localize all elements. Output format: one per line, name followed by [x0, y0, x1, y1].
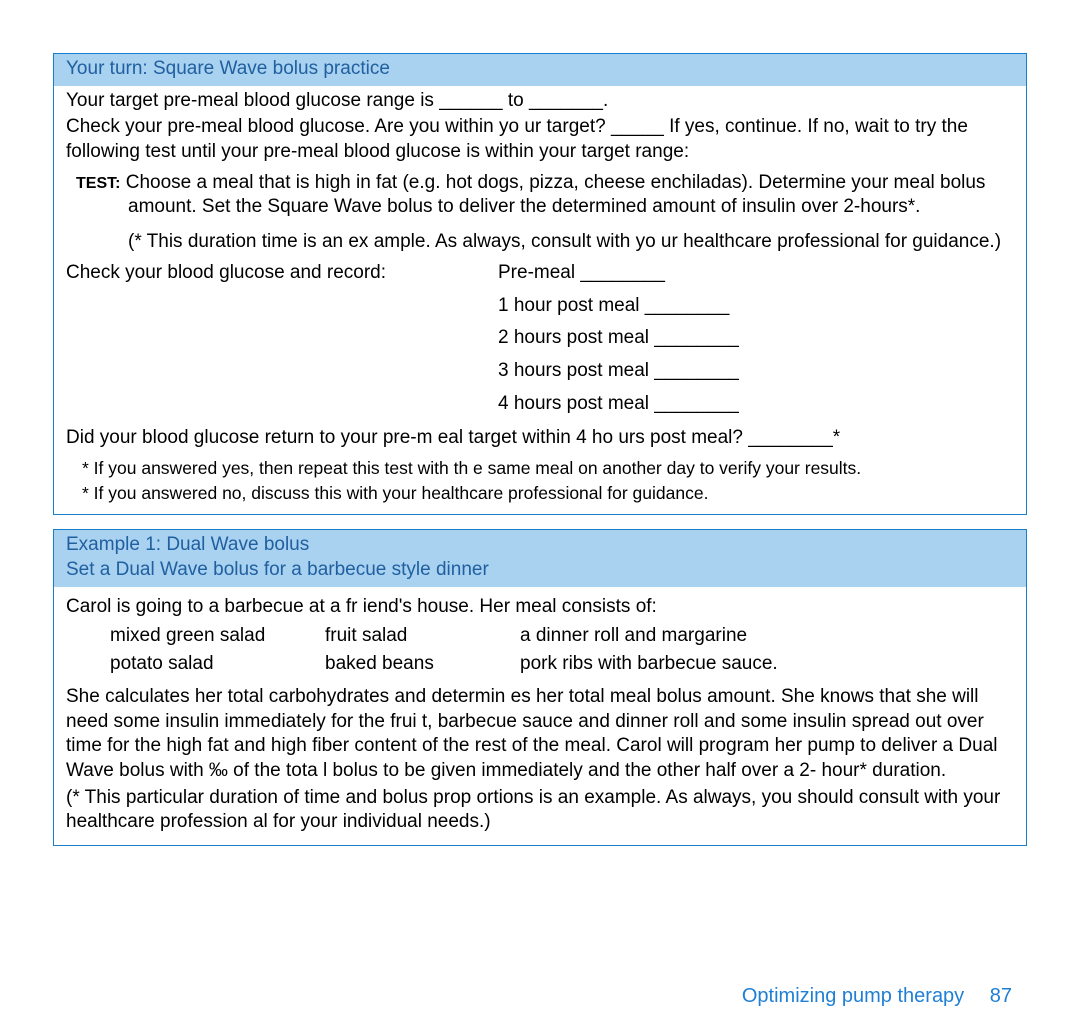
meal-row-1: mixed green salad fruit salad a dinner r…: [66, 624, 1014, 649]
three-hour-value: 3 hours post meal ________: [498, 359, 739, 384]
footnote-yes: * If you answered yes, then repeat this …: [66, 457, 1014, 480]
result-question: Did your blood glucose return to your pr…: [66, 426, 1014, 451]
example-header-line2: Set a Dual Wave bolus for a barbecue sty…: [66, 558, 1016, 583]
meal-item-fruit: fruit salad: [325, 624, 520, 649]
premeal-value: Pre-meal ________: [498, 261, 665, 286]
test-note: (* This duration time is an ex ample. As…: [66, 230, 1014, 255]
meal-row-2: potato salad baked beans pork ribs with …: [66, 652, 1014, 677]
two-hour-value: 2 hours post meal ________: [498, 326, 739, 351]
practice-box: Your turn: Square Wave bolus practice Yo…: [53, 53, 1027, 515]
test-body: Choose a meal that is high in fat (e.g. …: [126, 172, 986, 218]
test-label: TEST:: [76, 175, 120, 192]
example-header: Example 1: Dual Wave bolus Set a Dual Wa…: [54, 530, 1026, 586]
record-row-1hr: 1 hour post meal ________: [66, 294, 1014, 319]
meal-item-roll: a dinner roll and margarine: [520, 624, 1014, 649]
meal-item-beans: baked beans: [325, 652, 520, 677]
record-row-2hr: 2 hours post meal ________: [66, 326, 1014, 351]
example-body: Carol is going to a barbecue at a fr ien…: [54, 587, 1026, 845]
practice-header: Your turn: Square Wave bolus practice: [54, 54, 1026, 86]
one-hour-value: 1 hour post meal ________: [498, 294, 729, 319]
meal-item-potato: potato salad: [110, 652, 325, 677]
chapter-title: Optimizing pump therapy: [742, 985, 964, 1007]
record-row-premeal: Check your blood glucose and record: Pre…: [66, 261, 1014, 286]
record-row-3hr: 3 hours post meal ________: [66, 359, 1014, 384]
four-hour-value: 4 hours post meal ________: [498, 392, 739, 417]
record-row-4hr: 4 hours post meal ________: [66, 392, 1014, 417]
footnote-no: * If you answered no, discuss this with …: [66, 482, 1014, 505]
meal-item-ribs: pork ribs with barbecue sauce.: [520, 652, 1014, 677]
check-target-line: Check your pre-meal blood glucose. Are y…: [66, 115, 1014, 164]
page-number: 87: [990, 985, 1012, 1007]
example-disclaimer: (* This particular duration of time and …: [66, 786, 1014, 835]
example-description: She calculates her total carbohydrates a…: [66, 685, 1014, 784]
check-record-label: Check your blood glucose and record:: [66, 261, 498, 286]
page-footer: Optimizing pump therapy 87: [742, 983, 1012, 1009]
meal-item-salad: mixed green salad: [110, 624, 325, 649]
example-header-line1: Example 1: Dual Wave bolus: [66, 533, 1016, 558]
example-intro: Carol is going to a barbecue at a fr ien…: [66, 595, 1014, 620]
practice-body: Your target pre-meal blood glucose range…: [54, 86, 1026, 515]
example-box: Example 1: Dual Wave bolus Set a Dual Wa…: [53, 529, 1027, 846]
target-range-line: Your target pre-meal blood glucose range…: [66, 89, 1014, 114]
test-paragraph: TEST: Choose a meal that is high in fat …: [66, 171, 1014, 220]
